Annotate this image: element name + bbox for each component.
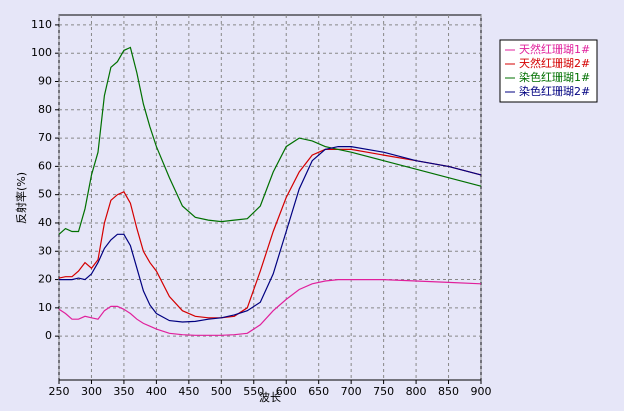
y-tick-label: 30 [38, 244, 52, 257]
series-line [58, 148, 482, 319]
x-tick-label: 550 [243, 385, 264, 398]
legend-label: 染色红珊瑚2# [519, 84, 590, 98]
y-tick-label: 10 [38, 301, 52, 314]
x-tick-label: 450 [178, 385, 199, 398]
x-tick-label: 800 [406, 385, 427, 398]
x-tick-label: 600 [276, 385, 297, 398]
series-line [58, 46, 482, 235]
x-tick-label: 250 [49, 385, 70, 398]
x-tick-label: 400 [146, 385, 167, 398]
y-tick-label: 50 [38, 188, 52, 201]
y-tick-label: 0 [45, 329, 52, 342]
legend [499, 39, 598, 103]
x-axis-label: 波长 [259, 391, 281, 404]
x-tick-label: 850 [438, 385, 459, 398]
x-tick-label: 900 [471, 385, 492, 398]
x-tick-label: 350 [113, 385, 134, 398]
y-tick-label: 70 [38, 131, 52, 144]
series-line [58, 279, 482, 336]
legend-label: 染色红珊瑚1# [519, 70, 590, 84]
y-axis-label: 反射率(%) [14, 172, 28, 224]
legend-label: 天然红珊瑚2# [519, 56, 590, 70]
x-tick-label: 750 [373, 385, 394, 398]
y-tick-label: 60 [38, 159, 52, 172]
y-tick-label: 110 [31, 18, 52, 31]
x-tick-label: 700 [341, 385, 362, 398]
y-tick-label: 90 [38, 74, 52, 87]
x-tick-label: 650 [308, 385, 329, 398]
x-tick-label: 300 [81, 385, 102, 398]
y-tick-label: 20 [38, 273, 52, 286]
plot-area [58, 14, 482, 381]
series-line [59, 146, 482, 323]
x-tick-label: 500 [211, 385, 232, 398]
y-tick-label: 80 [38, 103, 52, 116]
legend-label: 天然红珊瑚1# [519, 42, 590, 56]
y-tick-label: 100 [31, 46, 52, 59]
y-tick-label: 40 [38, 216, 52, 229]
